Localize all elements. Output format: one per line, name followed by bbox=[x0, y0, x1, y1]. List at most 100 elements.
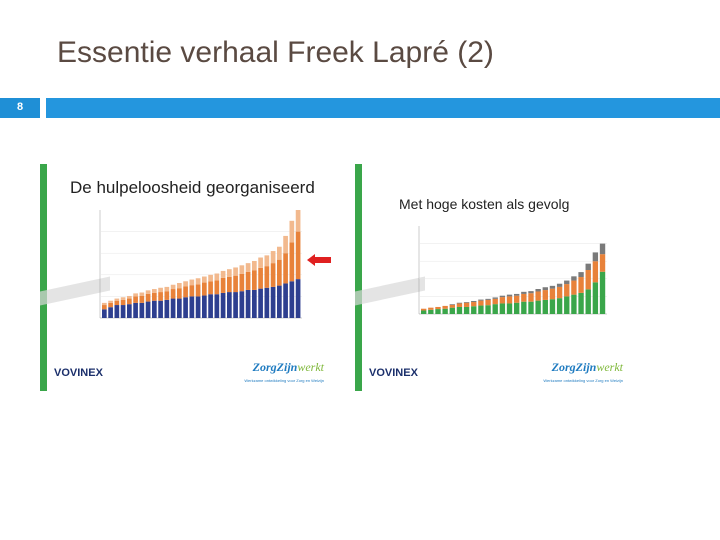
bar-segment bbox=[435, 306, 441, 310]
bar-segment bbox=[485, 299, 491, 306]
bar-segment bbox=[556, 286, 563, 299]
bar-segment bbox=[549, 285, 556, 289]
bar-segment bbox=[239, 273, 245, 292]
bar-segment bbox=[170, 284, 176, 290]
bar-segment bbox=[277, 259, 282, 286]
bar-segment bbox=[506, 294, 513, 297]
bar-segment bbox=[214, 280, 220, 295]
bar-segment bbox=[478, 299, 484, 301]
bar-segment bbox=[421, 310, 427, 314]
bar-segment bbox=[158, 300, 163, 318]
slide-title: Essentie verhaal Freek Lapré (2) bbox=[57, 36, 494, 69]
bar-segment bbox=[542, 290, 548, 300]
bar-segment bbox=[152, 300, 157, 318]
bar-segment bbox=[139, 292, 145, 296]
bar-segment bbox=[245, 263, 251, 272]
red-arrow-left-icon bbox=[307, 254, 331, 266]
bar-segment bbox=[463, 302, 470, 303]
bar-segment bbox=[599, 271, 606, 314]
bar-segment bbox=[521, 291, 527, 294]
bar-segment bbox=[578, 272, 584, 278]
bar-segment bbox=[252, 270, 257, 290]
bar-segment bbox=[435, 309, 441, 314]
bar-segment bbox=[177, 288, 182, 299]
bar-segment bbox=[220, 277, 226, 293]
bar-segment bbox=[283, 283, 288, 318]
bar-segment bbox=[133, 293, 138, 297]
bar-segment bbox=[233, 267, 238, 276]
bar-segment bbox=[114, 298, 120, 301]
bar-segment bbox=[592, 261, 599, 283]
bar-segment bbox=[499, 295, 506, 298]
bar-segment bbox=[239, 265, 245, 274]
bar-segment bbox=[195, 278, 201, 285]
green-edge bbox=[40, 164, 47, 391]
bar-segment bbox=[514, 302, 520, 314]
bar-segment bbox=[170, 289, 176, 299]
bar-segment bbox=[252, 260, 257, 271]
bar-segment bbox=[478, 305, 484, 314]
bar-segment bbox=[564, 296, 570, 314]
bar-segment bbox=[108, 302, 113, 308]
left-slide-image: De hulpeloosheid georganiseerd VOVINEX Z… bbox=[40, 164, 336, 391]
bar-segment bbox=[177, 283, 182, 289]
logo-subtitle: Werkzame ontwikkeling voor Zorg en Welzi… bbox=[244, 378, 324, 383]
bar-segment bbox=[542, 287, 548, 291]
bar-segment bbox=[578, 292, 584, 314]
logo-part-b: werkt bbox=[596, 360, 623, 374]
bar-segment bbox=[456, 302, 463, 304]
bar-segment bbox=[585, 263, 591, 270]
bar-segment bbox=[585, 270, 591, 290]
bar-segment bbox=[421, 308, 427, 311]
bar-segment bbox=[258, 257, 263, 268]
bar-segment bbox=[492, 304, 498, 314]
bar-segment bbox=[270, 263, 276, 287]
bar-segment bbox=[592, 252, 599, 262]
green-edge bbox=[355, 164, 362, 391]
bar-segment bbox=[556, 283, 563, 287]
bar-segment bbox=[245, 289, 251, 318]
bar-segment bbox=[535, 289, 541, 292]
bar-segment bbox=[528, 293, 534, 302]
bar-segment bbox=[449, 304, 455, 305]
bar-segment bbox=[499, 297, 506, 304]
bar-segment bbox=[195, 296, 201, 318]
left-bar-chart bbox=[99, 210, 302, 319]
bar-segment bbox=[442, 305, 448, 309]
bar-segment bbox=[492, 297, 498, 299]
bar-segment bbox=[208, 294, 213, 318]
bar-segment bbox=[277, 246, 282, 260]
bar-segment bbox=[442, 308, 448, 314]
right-slide-image: Met hoge kosten als gevolg VOVINEX ZorgZ… bbox=[355, 164, 635, 391]
bar-segment bbox=[152, 292, 157, 301]
bar-segment bbox=[164, 291, 170, 300]
bar-segment bbox=[528, 291, 534, 294]
bar-segment bbox=[283, 253, 288, 284]
bar-segment bbox=[289, 281, 295, 318]
bar-segment bbox=[449, 307, 455, 314]
bar-segment bbox=[258, 288, 263, 318]
bar-segment bbox=[158, 287, 163, 293]
bar-segment bbox=[277, 285, 282, 318]
bar-segment bbox=[556, 298, 563, 314]
bar-segment bbox=[592, 282, 599, 314]
bar-segment bbox=[145, 290, 151, 294]
bar-segment bbox=[428, 307, 434, 310]
bar-segment bbox=[514, 293, 520, 296]
bar-segment bbox=[295, 210, 301, 232]
logo-part-a: ZorgZijn bbox=[252, 360, 298, 374]
bar-segment bbox=[478, 300, 484, 306]
bar-segment bbox=[114, 305, 120, 318]
bar-segment bbox=[571, 294, 577, 314]
bar-segment bbox=[564, 280, 570, 285]
bar-segment bbox=[214, 273, 220, 281]
bar-segment bbox=[514, 295, 520, 303]
bar-segment bbox=[133, 296, 138, 303]
bar-segment bbox=[270, 251, 276, 264]
bar-segment bbox=[289, 242, 295, 282]
bar-segment bbox=[189, 285, 195, 297]
bar-segment bbox=[283, 235, 288, 254]
left-image-title: De hulpeloosheid georganiseerd bbox=[70, 178, 315, 197]
bar-segment bbox=[108, 307, 113, 318]
bar-segment bbox=[521, 301, 527, 314]
